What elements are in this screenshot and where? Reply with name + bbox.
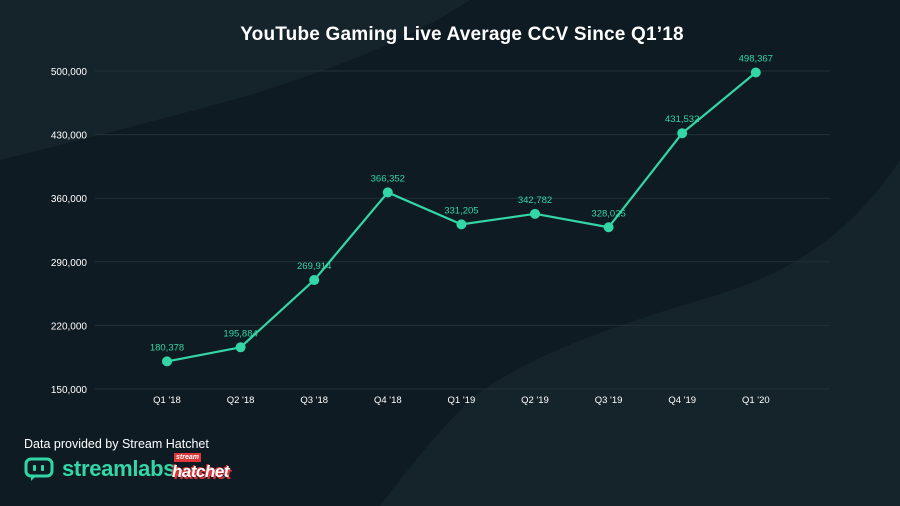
streamlabs-wordmark: streamlabs (62, 456, 176, 481)
x-tick-label: Q3 '19 (595, 395, 623, 406)
gridlines (95, 70, 830, 390)
hatchet-logo-top: stream (174, 453, 201, 462)
data-label: 269,914 (297, 261, 331, 272)
y-axis-ticks: 150,000 220,000 290,000 360,000 430,000 500,0… (51, 67, 88, 396)
data-credit: Data provided by Stream Hatchet (24, 437, 209, 451)
data-label: 328,025 (591, 208, 625, 219)
data-labels: 180,378 195,884 269,914 366,352 331,205 342,7… (150, 53, 773, 353)
data-point (677, 128, 688, 139)
data-label: 180,378 (150, 342, 184, 353)
x-tick-label: Q2 '19 (521, 395, 549, 406)
data-point (750, 67, 761, 78)
x-tick-label: Q4 '19 (668, 395, 696, 406)
streamlabs-icon (24, 457, 54, 481)
y-tick-label: 290,000 (51, 258, 88, 269)
data-point (309, 275, 320, 286)
data-point (235, 342, 246, 353)
y-tick-label: 500,000 (51, 67, 88, 78)
data-point (603, 222, 614, 233)
data-label: 342,782 (518, 195, 552, 206)
data-point (530, 208, 540, 219)
data-label: 366,352 (371, 173, 405, 184)
data-label: 431,532 (665, 114, 699, 125)
x-tick-label: Q4 '18 (374, 395, 402, 406)
data-point (162, 356, 172, 367)
data-label: 195,884 (223, 328, 257, 339)
data-point (456, 219, 467, 230)
hatchet-logo-main: hatchet (172, 462, 229, 481)
chart-title: YouTube Gaming Live Average CCV Since Q1… (240, 24, 684, 45)
x-tick-label: Q1 '18 (153, 395, 181, 406)
x-axis-ticks: Q1 '18 Q2 '18 Q3 '18 Q4 '18 Q1 '19 Q2 '19 Q3 '… (153, 395, 770, 406)
stream-hatchet-logo: stream hatchet (172, 453, 252, 485)
data-point (382, 187, 393, 198)
data-label: 498,367 (739, 53, 773, 64)
x-tick-label: Q2 '18 (227, 395, 255, 406)
data-points (162, 67, 761, 367)
x-tick-label: Q1 '20 (742, 395, 770, 406)
streamlabs-logo: streamlabs (24, 455, 175, 483)
data-label: 331,205 (444, 205, 478, 216)
x-tick-label: Q3 '18 (300, 395, 328, 406)
y-tick-label: 220,000 (51, 321, 88, 332)
x-tick-label: Q1 '19 (448, 395, 476, 406)
y-tick-label: 430,000 (51, 131, 88, 142)
y-tick-label: 150,000 (51, 385, 88, 396)
y-tick-label: 360,000 (51, 194, 88, 205)
